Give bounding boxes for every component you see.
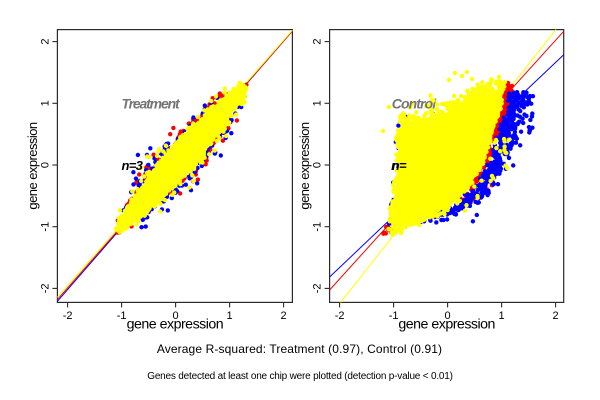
svg-text:Treatment: Treatment bbox=[121, 95, 181, 111]
svg-text:0: 0 bbox=[312, 162, 324, 168]
svg-text:-1: -1 bbox=[117, 310, 127, 322]
svg-text:2: 2 bbox=[40, 39, 52, 45]
svg-text:1: 1 bbox=[499, 310, 505, 322]
svg-text:gene expression: gene expression bbox=[398, 317, 495, 333]
svg-text:-1: -1 bbox=[389, 310, 399, 322]
svg-text:gene expression: gene expression bbox=[25, 122, 40, 209]
svg-text:n=: n= bbox=[392, 158, 407, 173]
svg-text:1: 1 bbox=[312, 100, 324, 106]
svg-text:-2: -2 bbox=[312, 284, 324, 294]
svg-text:-2: -2 bbox=[40, 284, 52, 294]
svg-text:n=3: n=3 bbox=[121, 158, 143, 173]
svg-text:0: 0 bbox=[173, 310, 179, 322]
svg-text:1: 1 bbox=[40, 100, 52, 106]
svg-text:Control: Control bbox=[392, 95, 437, 111]
svg-text:gene expression: gene expression bbox=[297, 122, 312, 209]
svg-text:-1: -1 bbox=[40, 222, 52, 232]
svg-text:2: 2 bbox=[281, 310, 287, 322]
svg-text:0: 0 bbox=[40, 162, 52, 168]
svg-text:-2: -2 bbox=[335, 310, 345, 322]
svg-text:Genes detected at least one ch: Genes detected at least one chip were pl… bbox=[147, 371, 453, 382]
svg-text:gene expression: gene expression bbox=[127, 317, 224, 333]
svg-text:-1: -1 bbox=[312, 222, 324, 232]
svg-text:-2: -2 bbox=[63, 310, 73, 322]
svg-text:0: 0 bbox=[445, 310, 451, 322]
svg-text:Average R-squared: Treatment (: Average R-squared: Treatment (0.97), Con… bbox=[157, 342, 442, 356]
svg-text:2: 2 bbox=[312, 39, 324, 45]
svg-text:1: 1 bbox=[227, 310, 233, 322]
svg-text:2: 2 bbox=[553, 310, 559, 322]
